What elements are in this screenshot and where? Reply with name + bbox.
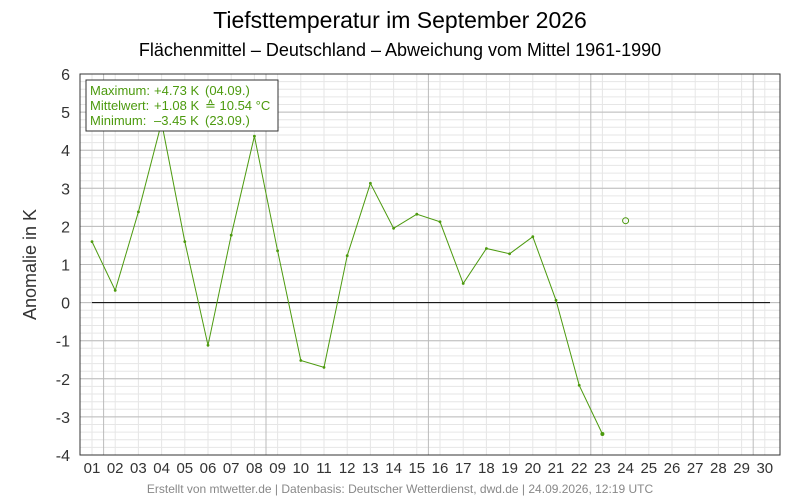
x-tick-label: 04 <box>153 460 170 477</box>
x-tick-label: 28 <box>710 460 727 477</box>
y-tick-label: 6 <box>61 67 70 84</box>
stat-max-date: (04.09.) <box>205 83 250 98</box>
x-tick-label: 01 <box>84 460 101 477</box>
data-point <box>554 298 558 302</box>
stat-max-value: +4.73 K <box>154 83 200 98</box>
data-point <box>322 366 326 369</box>
data-point <box>253 134 256 138</box>
x-tick-label: 30 <box>756 460 773 477</box>
data-point <box>461 282 465 285</box>
data-point <box>113 289 117 292</box>
x-tick-label: 08 <box>246 460 263 477</box>
stat-min-date: (23.09.) <box>205 113 250 128</box>
stat-max-label: Maximum: <box>90 83 150 98</box>
data-point <box>485 247 488 250</box>
data-point <box>299 359 303 362</box>
stats-box-frame <box>85 79 279 132</box>
data-point <box>600 432 605 436</box>
x-tick-label: 09 <box>269 460 286 477</box>
data-point <box>392 226 395 230</box>
y-tick-label: 5 <box>61 105 70 122</box>
stat-mean-value: +1.08 K <box>154 98 200 113</box>
y-tick-label: 0 <box>61 296 70 313</box>
data-point <box>369 181 372 185</box>
chart-title: Tiefsttemperatur im September 2026 <box>213 7 587 33</box>
y-tick-label: 3 <box>61 181 70 198</box>
x-tick-label: 24 <box>617 460 634 477</box>
x-tick-label: 06 <box>200 460 217 477</box>
data-point <box>415 212 419 216</box>
x-axis-ticks: 01 02 03 04 05 06 07 08 09 10 11 12 13 14 15 16 17 18 19 20… <box>84 460 773 477</box>
x-tick-label: 19 <box>501 460 518 477</box>
data-point <box>90 240 94 244</box>
data-point <box>206 343 210 347</box>
y-tick-label: -2 <box>56 372 70 389</box>
stat-min-value: –3.45 K <box>154 113 199 128</box>
y-tick-label: -1 <box>56 334 70 351</box>
stat-mean-label: Mittelwert: <box>90 98 149 113</box>
data-point <box>577 383 581 387</box>
credit-line: Erstellt von mtwetter.de | Datenbasis: D… <box>147 482 654 496</box>
y-axis-label: Anomalie in K <box>20 209 40 320</box>
y-axis-ticks: -4 -3 -2 -1 0 1 2 3 4 5 6 <box>56 67 70 465</box>
data-point <box>531 235 535 239</box>
x-tick-label: 02 <box>107 460 124 477</box>
plot-frame <box>79 73 781 456</box>
data-point <box>229 233 233 237</box>
y-tick-label: 2 <box>61 219 70 236</box>
stat-mean-abs: ≙ 10.54 °C <box>205 98 270 113</box>
data-point <box>183 240 187 244</box>
stats-box: Maximum: +4.73 K (04.09.) Mittelwert: +1… <box>85 79 279 132</box>
x-tick-label: 17 <box>455 460 472 477</box>
data-point <box>137 210 140 214</box>
data-point <box>345 254 349 258</box>
x-tick-label: 26 <box>664 460 681 477</box>
forecast-point <box>622 217 630 225</box>
y-tick-label: -4 <box>56 448 70 465</box>
x-tick-label: 12 <box>339 460 356 477</box>
x-tick-label: 07 <box>223 460 240 477</box>
x-tick-label: 13 <box>362 460 379 477</box>
x-tick-label: 18 <box>478 460 495 477</box>
x-tick-label: 25 <box>640 460 657 477</box>
y-tick-label: 1 <box>61 258 70 275</box>
x-tick-label: 29 <box>733 460 750 477</box>
x-tick-label: 14 <box>385 460 402 477</box>
data-point <box>438 220 442 224</box>
y-tick-label: -3 <box>56 410 70 427</box>
x-tick-label: 20 <box>524 460 541 477</box>
x-tick-label: 11 <box>316 460 332 477</box>
y-tick-label: 4 <box>61 143 70 160</box>
x-tick-label: 22 <box>571 460 588 477</box>
x-tick-label: 23 <box>594 460 611 477</box>
stat-min-label: Minimum: <box>90 113 146 128</box>
x-tick-label: 03 <box>130 460 147 477</box>
data-point <box>508 252 511 256</box>
x-tick-label: 27 <box>687 460 704 477</box>
data-point <box>276 249 279 253</box>
x-tick-label: 10 <box>292 460 309 477</box>
x-tick-label: 05 <box>176 460 193 477</box>
chart-subtitle: Flächenmittel – Deutschland – Abweichung… <box>139 40 661 60</box>
x-tick-label: 16 <box>432 460 449 477</box>
series-points <box>90 121 605 436</box>
x-tick-label: 21 <box>548 460 565 477</box>
x-tick-label: 15 <box>408 460 425 477</box>
